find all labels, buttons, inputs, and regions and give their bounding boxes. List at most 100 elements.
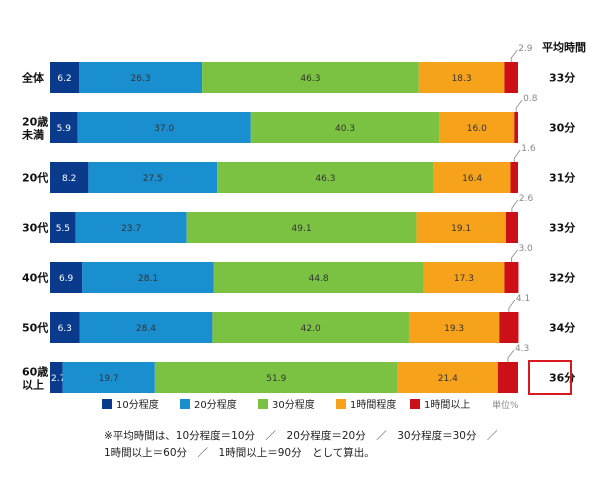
data-label: 28.1 <box>138 274 158 284</box>
bar-segment <box>50 312 80 343</box>
category-label: 50代 <box>22 321 48 335</box>
bar-segment <box>88 162 218 193</box>
bar-segment <box>408 312 500 343</box>
legend-swatch <box>258 399 268 409</box>
legend-swatch <box>102 399 112 409</box>
bar-segment <box>62 362 155 393</box>
data-label: 5.5 <box>56 224 70 234</box>
data-label: 8.2 <box>62 174 76 184</box>
bar-segment <box>505 212 518 243</box>
data-label: 51.9 <box>266 374 286 384</box>
footnote-line-2: 1時間以上＝60分 ／ 1時間以上＝90分 として算出。 <box>104 447 375 459</box>
bar-segment <box>79 312 213 343</box>
category-label: 全体 <box>21 71 45 85</box>
data-label: 1.6 <box>521 144 536 154</box>
leader-line <box>513 149 521 162</box>
avg-time-header: 平均時間 <box>542 40 586 54</box>
avg-time-value: 30分 <box>549 121 575 135</box>
data-label: 0.8 <box>523 94 538 104</box>
bar-segment <box>186 212 417 243</box>
data-label: 42.0 <box>301 324 321 334</box>
legend-label: 10分程度 <box>116 398 159 411</box>
bar-segment <box>50 162 89 193</box>
avg-time-value: 36分 <box>549 371 575 385</box>
bar-segment <box>50 212 76 243</box>
bar-segment <box>50 362 63 393</box>
legend-label: 1時間程度 <box>350 398 396 411</box>
data-label: 46.3 <box>315 174 335 184</box>
bar-segment <box>423 262 505 293</box>
bar-segment <box>504 262 519 293</box>
bar-segment <box>154 362 398 393</box>
bar-segment <box>217 162 434 193</box>
data-label: 18.3 <box>452 74 472 84</box>
bar-segment <box>79 62 203 93</box>
bar-segment <box>202 62 419 93</box>
data-label: 2.7 <box>51 374 65 384</box>
bar-segment <box>250 112 440 143</box>
data-label: 4.1 <box>516 294 530 304</box>
data-label: 26.3 <box>131 74 151 84</box>
legend-swatch <box>336 399 346 409</box>
leader-line <box>511 199 519 212</box>
leader-line <box>515 99 523 112</box>
bar-segment <box>50 62 80 93</box>
legend-label: 20分程度 <box>194 398 237 411</box>
bar-segment <box>50 262 83 293</box>
leader-line <box>508 299 516 312</box>
data-label: 44.8 <box>309 274 329 284</box>
data-label: 4.3 <box>515 344 529 354</box>
avg-time-value: 31分 <box>549 171 575 185</box>
data-label: 3.0 <box>518 244 533 254</box>
category-label: 60歳以上 <box>22 365 48 392</box>
bar-segment <box>213 262 424 293</box>
avg-time-value: 33分 <box>549 221 575 235</box>
avg-time-value: 34分 <box>549 321 575 335</box>
data-label: 40.3 <box>335 124 355 134</box>
avg-time-value: 33分 <box>549 71 575 85</box>
data-label: 2.6 <box>519 194 534 204</box>
legend-label: 1時間以上 <box>424 399 470 411</box>
leader-line <box>511 249 518 262</box>
bar-segment <box>439 112 515 143</box>
data-label: 46.3 <box>300 74 320 84</box>
leader-line <box>507 349 515 362</box>
data-label: 21.4 <box>438 374 458 384</box>
data-label: 17.3 <box>454 274 474 284</box>
data-label: 5.9 <box>57 124 72 134</box>
data-label: 2.9 <box>518 44 533 54</box>
avg-time-value: 32分 <box>549 271 575 285</box>
category-label: 20代 <box>22 171 48 185</box>
bar-segment <box>497 362 518 393</box>
data-label: 16.0 <box>467 124 487 134</box>
bar-segment <box>82 262 214 293</box>
bar-segment <box>77 112 251 143</box>
bar-segment <box>433 162 511 193</box>
footnote-line-1: ※平均時間は、10分程度＝10分 ／ 20分程度＝20分 ／ 30分程度＝30分… <box>104 430 498 442</box>
bar-segment <box>416 212 506 243</box>
data-label: 37.0 <box>154 124 174 134</box>
bar-segment <box>514 112 518 143</box>
data-label: 16.4 <box>462 174 482 184</box>
leader-line <box>510 49 518 62</box>
data-label: 28.4 <box>136 324 156 334</box>
bar-segment <box>50 112 78 143</box>
unit-label: 単位% <box>492 399 519 411</box>
bar-segment <box>212 312 409 343</box>
highlight-box <box>528 360 572 395</box>
bar-segment <box>499 312 519 343</box>
category-label: 30代 <box>22 221 48 235</box>
legend-swatch <box>180 399 190 409</box>
category-label: 20歳未満 <box>21 115 48 142</box>
data-label: 6.3 <box>58 324 72 334</box>
legend-label: 30分程度 <box>272 398 315 411</box>
bar-segment <box>510 162 518 193</box>
data-label: 19.1 <box>451 224 471 234</box>
bar-segment <box>418 62 505 93</box>
data-label: 49.1 <box>292 224 312 234</box>
legend-swatch <box>410 399 420 409</box>
data-label: 27.5 <box>143 174 163 184</box>
data-label: 19.3 <box>444 324 464 334</box>
bar-segment <box>504 62 518 93</box>
